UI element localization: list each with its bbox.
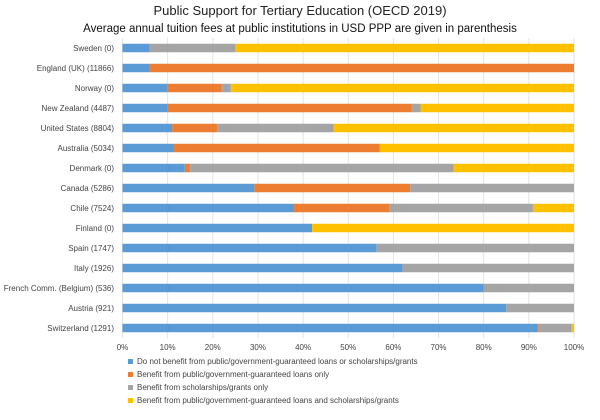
bar-segment [122,283,484,293]
legend-swatch [128,398,133,403]
category-label: Denmark (0) [70,164,115,173]
bar-segment [122,163,185,173]
category-labels: Sweden (0) England (UK) (11866) Norway (0)… [4,44,115,333]
legend-swatch [128,385,133,390]
bar-segment [230,83,575,93]
bar-segment [184,163,191,173]
category-label: Chile (7524) [70,204,114,213]
x-tick-labels: 0% 10% 20% 30% 40% 50% 60% 70% 80% 90% 100% [117,343,585,352]
bar-segment [532,203,574,213]
x-tick-label: 70% [431,343,447,352]
bar-segment [254,183,411,193]
bar-segment [410,183,574,193]
x-tick-label: 80% [476,343,492,352]
bar-segment [173,143,380,153]
category-label: Norway (0) [75,84,114,93]
legend-label: Benefit from scholarships/grants only [137,383,268,392]
bar-segment [411,103,421,113]
bar-segment [122,43,150,53]
bar-segment [376,243,574,253]
category-label: Austria (921) [68,304,114,313]
bar-segment [122,303,507,313]
bar-segment [122,263,403,273]
x-tick-label: 90% [521,343,537,352]
category-label: New Zealand (4487) [42,104,115,113]
bar-segment [379,143,574,153]
category-label: Australia (5034) [58,144,115,153]
x-tick-label: 60% [385,343,401,352]
category-label: Italy (1926) [74,264,114,273]
bar-segment [122,123,173,133]
bar-segment [389,203,533,213]
bar-segment [537,323,539,333]
category-label: French Comm. (Belgium) (536) [4,284,115,293]
bar-segment [122,243,377,253]
x-tick-label: 100% [564,343,584,352]
bar-segment [122,323,538,333]
x-tick-label: 30% [250,343,266,352]
bar-segment [571,323,574,333]
bar-segment [221,83,231,93]
bar-segment [506,303,574,313]
legend-label: Do not benefit from public/government-gu… [137,357,418,366]
bar-segment [149,43,236,53]
bar-segment [420,103,574,113]
bar-segment [312,223,574,233]
bar-segment [122,223,313,233]
bar-segment [483,283,574,293]
x-tick-label: 10% [160,343,176,352]
bar-segment [122,203,295,213]
bar-segment [122,183,255,193]
legend-swatch [128,359,133,364]
category-label: Canada (5286) [61,184,115,193]
bar-segment [122,143,174,153]
bar-segment [294,203,390,213]
x-tick-label: 40% [295,343,311,352]
x-tick-label: 0% [117,343,129,352]
category-label: Spain (1747) [68,244,114,253]
bar-segment [333,123,574,133]
category-label: Sweden (0) [73,44,114,53]
legend-swatch [128,372,133,377]
legend-label: Benefit from public/government-guarantee… [137,396,399,405]
category-label: Switzerland (1291) [47,324,114,333]
bar-segment [122,83,168,93]
legend-label: Benefit from public/government-guarantee… [137,370,329,379]
bar-segment [149,63,574,73]
category-label: England (UK) (11866) [37,64,115,73]
bar-segment [122,63,150,73]
legend: Do not benefit from public/government-gu… [128,357,418,405]
bar-segment [122,103,168,113]
x-tick-label: 50% [340,343,356,352]
bar-segment [167,103,412,113]
bars [122,43,575,333]
chart-subtitle: Average annual tuition fees at public in… [83,23,517,35]
bar-segment [167,83,222,93]
bar-segment [235,43,574,53]
bar-segment [190,163,454,173]
category-label: United States (8804) [41,124,115,133]
category-label: Finland (0) [76,224,115,233]
bar-segment [217,123,334,133]
bar-segment [172,123,218,133]
x-tick-label: 20% [205,343,221,352]
bar-segment [453,163,574,173]
chart-title: Public Support for Tertiary Education (O… [153,3,446,18]
bar-segment [538,323,572,333]
bar-segment [402,263,574,273]
